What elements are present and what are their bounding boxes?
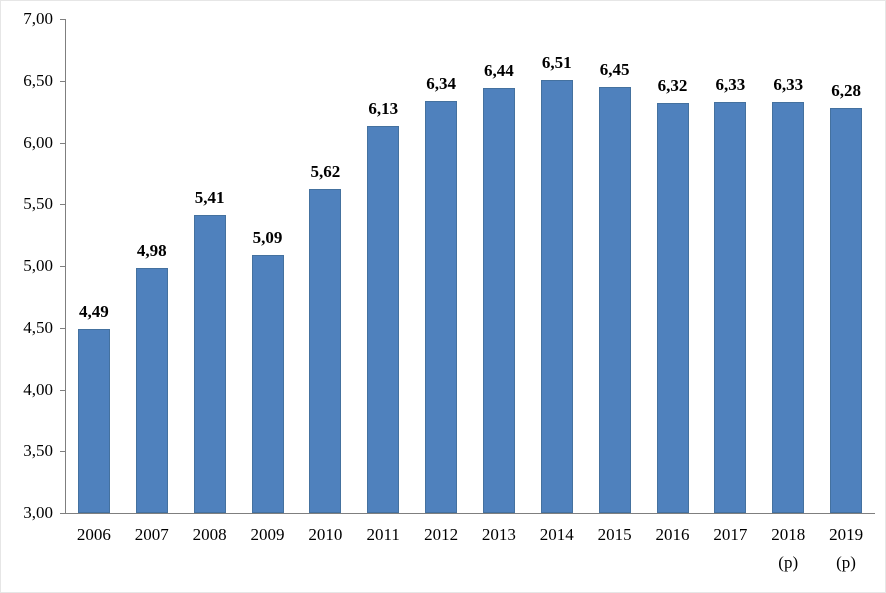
y-axis-tick-label: 6,50 — [23, 70, 53, 90]
x-axis-category-label: 2007 — [134, 525, 169, 544]
bar-value-label: 5,41 — [194, 188, 225, 208]
y-axis-tick — [60, 80, 65, 82]
y-axis-tick — [60, 451, 65, 453]
x-axis-category-label: 2008 — [192, 525, 227, 544]
x-axis-category-label: 2019 — [829, 525, 864, 544]
y-axis-tick-label: 6,00 — [23, 132, 53, 152]
y-axis-tick-label: 3,00 — [23, 503, 53, 522]
x-axis-category-label: 2018 — [771, 525, 806, 544]
bar-2015 — [598, 86, 631, 513]
y-axis-tick — [60, 204, 65, 206]
x-axis-category-suffix: (p) — [836, 553, 856, 572]
y-axis-tick-label: 4,50 — [23, 317, 53, 337]
bar-value-label: 6,32 — [657, 75, 688, 95]
y-axis-tick-label: 5,50 — [23, 194, 53, 214]
bar-value-label: 6,33 — [715, 74, 746, 94]
bar-value-label: 6,33 — [773, 74, 804, 94]
bar-2016 — [656, 102, 689, 513]
bar-value-label: 6,28 — [831, 80, 861, 100]
bar-value-label: 5,09 — [252, 227, 283, 247]
bar-value-label: 4,49 — [79, 301, 109, 321]
bar-2006 — [77, 328, 110, 513]
x-axis-category-suffix: (p) — [778, 553, 799, 572]
x-axis-category-label: 2011 — [366, 525, 400, 544]
bar-2012 — [425, 100, 458, 513]
bar-value-label: 6,45 — [599, 59, 630, 79]
y-axis-tick — [60, 142, 65, 144]
bar-2011 — [367, 126, 400, 513]
bar-2019 — [830, 107, 863, 513]
bar-2014 — [540, 79, 573, 513]
bar-2010 — [309, 189, 342, 513]
bar-value-label: 6,44 — [484, 61, 514, 81]
x-axis-line — [65, 513, 875, 514]
bar-2017 — [714, 101, 747, 513]
y-axis-tick — [60, 327, 65, 329]
bar-2007 — [135, 268, 168, 513]
bar-value-label: 5,62 — [310, 162, 341, 182]
bar-value-label: 6,13 — [368, 99, 399, 119]
y-axis-tick — [60, 19, 65, 20]
x-axis-category-label: 2014 — [539, 525, 574, 544]
y-axis-line — [65, 19, 66, 514]
y-axis-tick — [60, 266, 65, 267]
y-axis-tick — [60, 389, 65, 391]
bar-value-label: 6,51 — [541, 52, 572, 72]
x-axis-category-label: 2015 — [597, 525, 632, 544]
bar-value-label: 6,34 — [426, 73, 456, 93]
x-axis-category-label: 2012 — [424, 525, 459, 544]
bar-2009 — [251, 254, 284, 513]
y-axis-tick-label: 3,50 — [23, 441, 53, 461]
bar-2008 — [193, 215, 226, 513]
bar-value-label: 4,98 — [136, 241, 167, 261]
x-axis-category-label: 2010 — [308, 525, 343, 544]
y-axis-tick-label: 5,00 — [23, 256, 53, 275]
y-axis-tick — [60, 513, 65, 514]
bar-2013 — [482, 88, 515, 513]
x-axis-category-label: 2017 — [713, 525, 748, 544]
x-axis-category-label: 2006 — [76, 525, 111, 544]
y-axis-tick-label: 4,00 — [23, 379, 53, 399]
x-axis-category-label: 2009 — [250, 525, 285, 544]
x-axis-category-label: 2016 — [655, 525, 690, 544]
y-axis-tick-label: 7,00 — [23, 9, 53, 28]
x-axis-category-label: 2013 — [481, 525, 516, 544]
bar-2018 — [772, 101, 805, 513]
